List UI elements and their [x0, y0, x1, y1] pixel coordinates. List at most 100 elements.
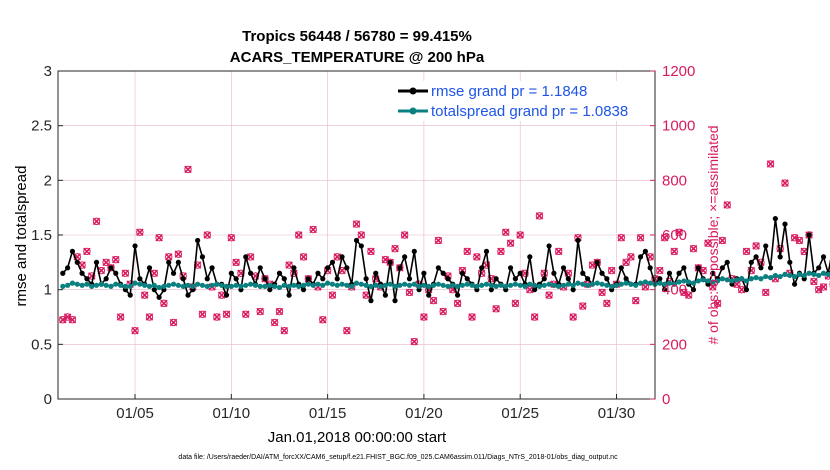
totalspread-point — [204, 283, 210, 289]
totalspread-point — [69, 280, 76, 286]
totalspread-point — [493, 283, 499, 289]
totalspread-point — [628, 281, 634, 287]
rmse-point — [228, 270, 234, 276]
rmse-point — [532, 287, 538, 293]
totalspread-point — [440, 282, 446, 288]
totalspread-point — [113, 281, 119, 287]
rmse-point — [267, 287, 273, 293]
totalspread-point — [705, 278, 711, 284]
totalspread-point — [84, 281, 90, 287]
totalspread-point — [560, 282, 567, 288]
rmse-point — [753, 254, 759, 260]
rmse-point — [637, 254, 644, 260]
obs-possible-marker — [270, 318, 279, 327]
rmse-point — [647, 265, 653, 271]
totalspread-point — [633, 282, 639, 288]
rmse-point — [541, 276, 547, 282]
footnote: data file: /Users/raeder/DAI/ATM_forcXX/… — [178, 454, 618, 461]
totalspread-point — [74, 281, 80, 287]
totalspread-point — [373, 282, 379, 288]
obs-possible-marker — [656, 266, 664, 275]
rmse-point — [243, 254, 249, 260]
rmse-point — [69, 248, 76, 254]
obs-possible-marker — [227, 234, 236, 242]
totalspread-point — [214, 281, 220, 287]
obs-possible-marker — [410, 337, 418, 346]
totalspread-point — [142, 282, 148, 288]
obs-possible-marker — [256, 307, 264, 316]
totalspread-point — [180, 283, 186, 289]
totalspread-point — [334, 282, 340, 288]
y-right-tick-label: 1000 — [662, 118, 695, 135]
obs-possible-marker — [83, 247, 91, 256]
totalspread-point — [430, 282, 437, 288]
totalspread-point — [662, 281, 668, 287]
totalspread-point — [782, 271, 788, 277]
totalspread-point — [296, 283, 302, 289]
y-left-tick-label: 1.5 — [31, 227, 52, 244]
totalspread-point — [243, 282, 249, 288]
x-axis: 01/05 01/10 01/15 01/20 01/25 01/30 — [116, 394, 635, 422]
rmse-point — [151, 287, 157, 293]
rmse-point — [816, 265, 822, 271]
rmse-point — [358, 243, 364, 249]
rmse-point — [262, 276, 268, 282]
totalspread-point — [522, 283, 528, 289]
totalspread-point — [527, 281, 533, 287]
totalspread-point — [93, 282, 100, 288]
obs-possible-marker — [810, 277, 818, 286]
series-lines — [60, 216, 830, 304]
y-left-tick-label: 0 — [44, 391, 52, 408]
obs-possible-marker — [116, 313, 125, 321]
y-right-tick-label: 600 — [662, 227, 687, 244]
obs-possible-marker — [579, 302, 587, 310]
obs-possible-marker — [102, 258, 110, 267]
obs-possible-marker — [328, 291, 337, 299]
obs-possible-marker — [723, 201, 731, 209]
totalspread-point — [743, 278, 750, 284]
totalspread-point — [469, 282, 475, 288]
rmse-point — [570, 287, 576, 293]
y-left-tick-label: 0.5 — [31, 336, 52, 353]
x-tick-label: 01/15 — [309, 405, 347, 422]
obs-possible-marker — [198, 310, 207, 318]
totalspread-point — [739, 276, 745, 282]
totalspread-point — [695, 278, 701, 284]
totalspread-point — [541, 282, 547, 288]
rmse-point — [618, 265, 624, 271]
obs-possible-marker — [145, 313, 154, 321]
rmse-point — [772, 216, 778, 222]
totalspread-point — [426, 283, 432, 289]
x-tick-label: 01/25 — [501, 405, 539, 422]
rmse-point — [580, 270, 586, 276]
totalspread-point — [286, 283, 292, 289]
totalspread-point — [276, 284, 283, 291]
rmse-point — [748, 259, 754, 265]
rmse-point — [185, 292, 191, 298]
obs-possible-marker — [685, 291, 693, 299]
totalspread-point — [262, 283, 268, 289]
rmse-point — [204, 276, 210, 282]
obs-possible-marker — [319, 316, 327, 324]
rmse-point — [488, 287, 494, 293]
rmse-point — [108, 265, 114, 271]
rmse-point — [594, 259, 600, 265]
totalspread-point — [647, 280, 653, 286]
totalspread-point — [825, 271, 830, 277]
rmse-point — [363, 276, 369, 282]
x-axis-label: Jan.01,2018 00:00:00 start — [268, 429, 447, 446]
rmse-point — [113, 270, 119, 276]
rmse-point — [334, 276, 340, 282]
totalspread-point — [594, 280, 600, 286]
totalspread-point — [320, 282, 326, 288]
totalspread-point — [589, 281, 596, 287]
x-tick-label: 01/20 — [405, 405, 443, 422]
rmse-point — [305, 276, 311, 282]
chart-title-line-1: Tropics 56448 / 56780 = 99.415% — [242, 28, 472, 45]
obs-possible-marker — [213, 313, 221, 321]
rmse-point — [329, 259, 336, 265]
totalspread-point — [190, 283, 196, 289]
obs-possible-marker — [295, 231, 303, 239]
rmse-point — [575, 237, 581, 244]
totalspread-point — [252, 282, 258, 288]
